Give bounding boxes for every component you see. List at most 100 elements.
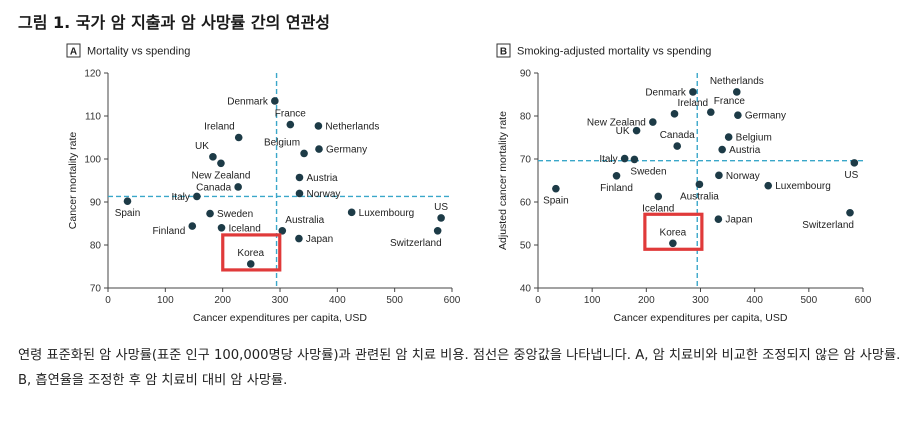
y-tick-label: 110 [85, 112, 101, 123]
data-point-austria [718, 145, 726, 154]
y-axis-label: Cancer mortality rate [67, 132, 79, 230]
x-tick-label: 600 [444, 295, 461, 306]
x-tick-label: 100 [157, 295, 174, 306]
point-label-france: France [714, 96, 746, 107]
data-point-ireland [670, 110, 679, 118]
data-point-switzerland [433, 227, 442, 235]
data-point-netherlands [732, 88, 741, 96]
y-axis-label: Adjusted cancer mortality rate [497, 111, 509, 250]
y-tick-label: 60 [520, 198, 532, 209]
x-tick-label: 400 [329, 295, 346, 306]
point-label-uk: UK [616, 126, 630, 137]
point-label-netherlands: Netherlands [710, 76, 764, 87]
point-label-uk: UK [195, 141, 209, 152]
point-label-germany: Germany [326, 145, 367, 156]
y-tick-label: 50 [520, 241, 532, 252]
data-point-denmark [689, 88, 697, 96]
x-tick-label: 300 [272, 295, 289, 306]
x-tick-label: 600 [855, 295, 872, 306]
data-point-italy [620, 154, 629, 163]
point-label-switzerland: Switzerland [390, 238, 442, 249]
data-point-france [286, 120, 295, 129]
x-tick-label: 0 [535, 295, 541, 306]
panel-letter-box [66, 43, 81, 58]
data-point-spain [552, 184, 560, 193]
data-point-australia [278, 227, 287, 235]
panel-letter-box [496, 43, 511, 58]
point-label-japan: Japan [725, 215, 752, 226]
data-point-sweden [630, 155, 639, 164]
data-point-finland [188, 222, 197, 230]
x-tick-label: 400 [746, 295, 763, 306]
point-label-norway: Norway [306, 189, 340, 200]
data-point-us [850, 159, 859, 167]
data-point-iceland [654, 192, 663, 201]
point-label-belgium: Belgium [736, 133, 772, 144]
figure-caption: 연령 표준화된 암 사망률(표준 인구 100,000명당 사망률)과 관련된 … [18, 348, 901, 388]
x-axis-label: Cancer expenditures per capita, USD [614, 312, 788, 324]
data-point-netherlands [314, 122, 323, 130]
point-label-australia: Australia [680, 191, 719, 202]
panel-letter: A [70, 47, 77, 58]
point-label-us: US [844, 170, 858, 181]
x-axis-label: Cancer expenditures per capita, USD [193, 312, 367, 324]
panel-title: Mortality vs spending [87, 46, 190, 58]
point-label-sweden: Sweden [217, 209, 253, 220]
point-label-netherlands: Netherlands [325, 121, 379, 132]
point-label-iceland: Iceland [229, 223, 261, 234]
y-tick-label: 120 [84, 69, 101, 80]
y-tick-label: 80 [520, 112, 532, 123]
data-point-ireland [234, 133, 243, 142]
data-point-belgium [724, 133, 733, 141]
highlight-box-korea [643, 212, 704, 251]
data-point-belgium [300, 149, 308, 158]
x-tick-label: 0 [105, 295, 111, 306]
y-tick-label: 80 [90, 241, 102, 252]
y-tick-label: 70 [520, 155, 532, 166]
highlight-box-korea [221, 233, 282, 272]
point-label-germany: Germany [745, 111, 786, 122]
y-tick-label: 40 [520, 284, 532, 295]
point-label-australia: Australia [285, 215, 324, 226]
chart-panel-b: B Smoking-adjusted mortality vs spending 4… [496, 43, 872, 324]
x-tick-label: 500 [386, 295, 403, 306]
data-point-korea [669, 239, 677, 248]
x-tick-label: 200 [214, 295, 231, 306]
y-tick-label: 90 [520, 69, 532, 80]
point-label-france: France [275, 109, 307, 120]
data-point-italy [193, 192, 201, 201]
point-label-luxembourg: Luxembourg [775, 181, 831, 192]
point-label-denmark: Denmark [645, 87, 687, 98]
data-point-switzerland [846, 208, 854, 217]
data-point-canada [234, 183, 242, 191]
x-tick-label: 200 [638, 295, 655, 306]
point-label-canada: Canada [660, 130, 695, 141]
point-label-italy: Italy [172, 192, 190, 203]
data-point-new-zealand [649, 118, 657, 126]
data-point-norway [715, 171, 723, 180]
point-label-new-zealand: New Zealand [587, 118, 646, 129]
chart-panel-a: A Mortality vs spending 70 80 90 100 110 120 0 10… [66, 43, 461, 324]
panel-letter: B [500, 47, 507, 58]
data-point-us [437, 214, 445, 222]
point-label-norway: Norway [726, 171, 760, 182]
data-point-canada [673, 142, 682, 150]
data-point-norway [295, 189, 304, 198]
page-title: 그림 1. 국가 암 지출과 암 사망률 간의 연관성 [18, 13, 331, 32]
data-point-uk [632, 126, 641, 135]
data-point-denmark [271, 97, 279, 105]
point-label-us: US [434, 202, 448, 213]
point-label-ireland: Ireland [678, 98, 709, 109]
x-tick-label: 500 [800, 295, 817, 306]
point-label-belgium: Belgium [264, 137, 300, 148]
data-point-iceland [217, 224, 226, 232]
point-label-denmark: Denmark [227, 96, 269, 107]
point-label-switzerland: Switzerland [802, 220, 854, 231]
point-label-japan: Japan [306, 234, 333, 245]
data-point-australia [695, 180, 704, 189]
data-point-uk [209, 153, 217, 161]
x-tick-label: 300 [692, 295, 709, 306]
chart-figure: A Mortality vs spending 70 80 90 100 110 120 0 10… [66, 43, 872, 324]
data-point-japan [295, 234, 303, 243]
point-label-finland: Finland [152, 226, 185, 237]
